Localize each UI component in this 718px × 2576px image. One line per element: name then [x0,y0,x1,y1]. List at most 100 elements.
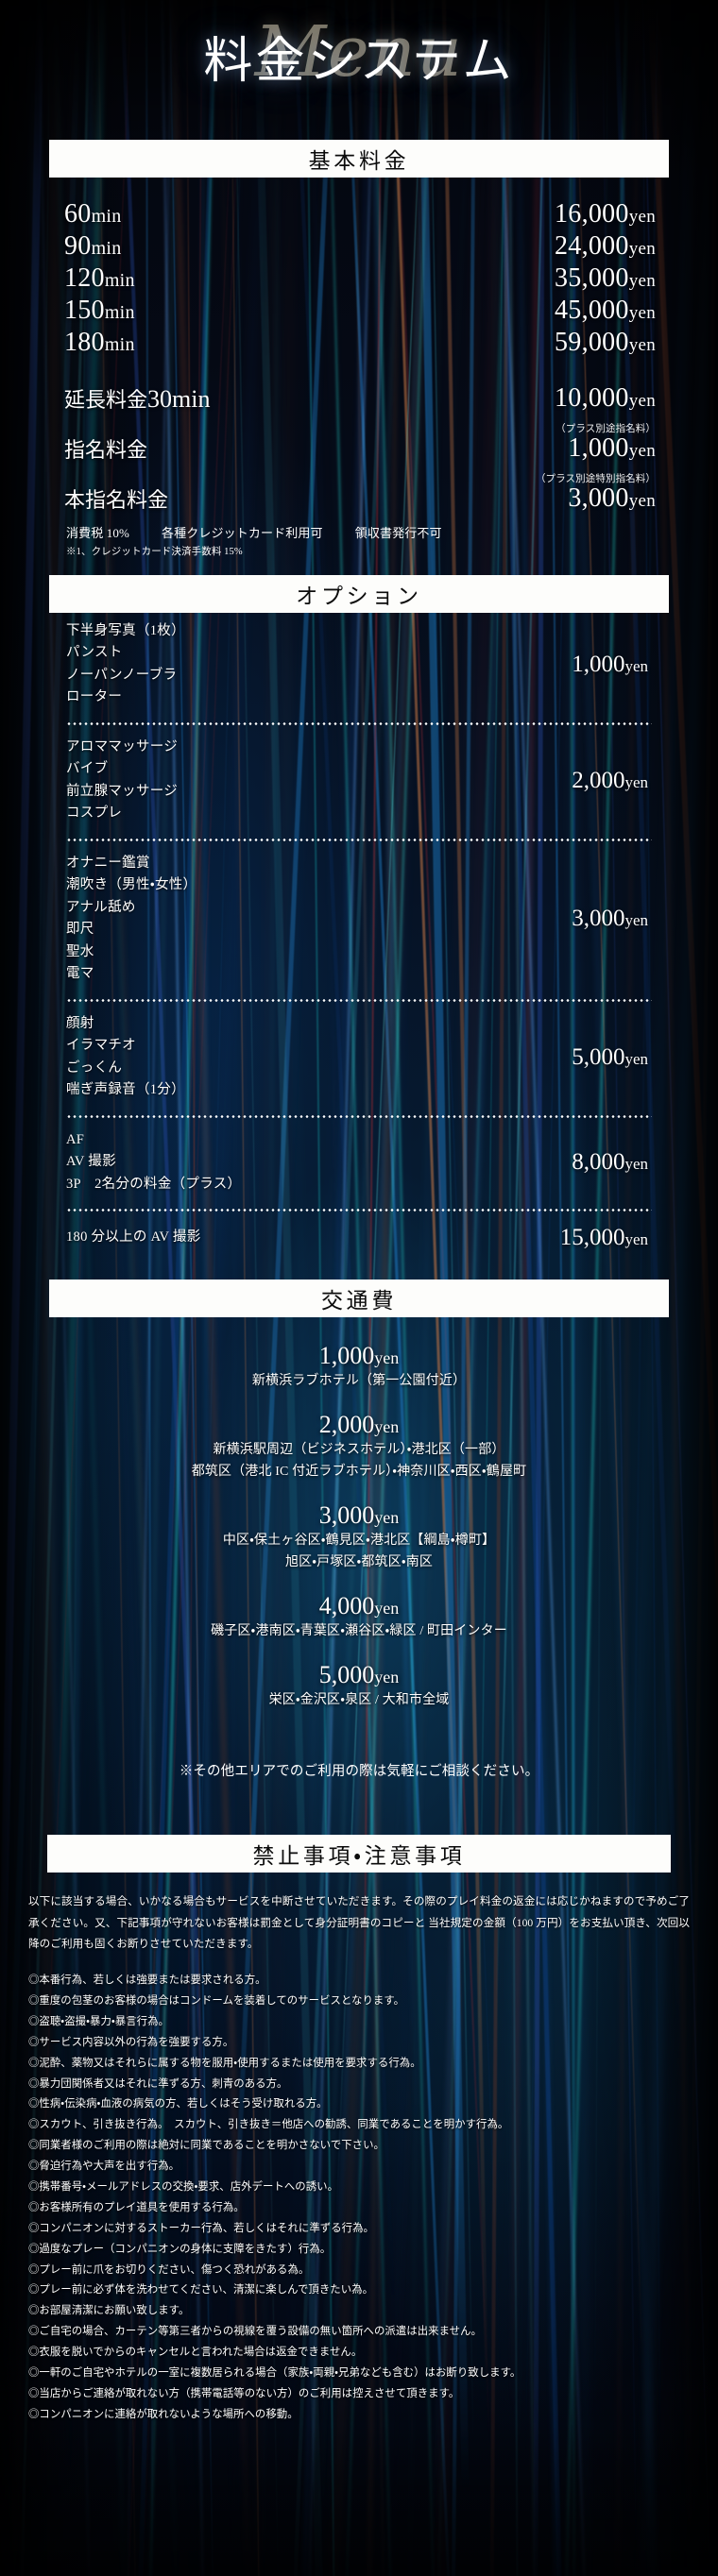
option-item: 顔射 [66,1015,94,1031]
transport-tier: 1,000yen 新横浜ラブホテル（第一公園付近） [38,1342,680,1392]
course-row: 60min 16,000yen [57,198,661,230]
option-item: ごっくん [66,1059,123,1076]
rule-item: ◎ご自宅の場合、カーテン等第三者からの視線を覆う設備の無い箇所への派遣は出来ませ… [28,2326,482,2338]
option-item: コスプレ [66,805,123,822]
option-item: AV 撮影 [66,1154,116,1170]
option-item: 即尺 [66,922,94,938]
fee-label: 本指名料金 [64,488,169,512]
transport-area: 旭区・戸塚区・都筑区・南区 [284,1555,434,1570]
rule-item: ◎暴力団関係者又はそれに準ずる方、刺青のある方。 [28,2077,288,2090]
fee-note: （プラス別途特別指名料） [535,474,656,484]
course-row: 180min 59,000yen [57,327,661,359]
rule-item: ◎プレー前に爪をお切りください、傷つく恐れがある為。 [28,2263,310,2276]
rules-section: 以下に該当する場合、いかなる場合もサービスを中断させていただきます。その際のプレ… [0,1873,718,2463]
option-item: 前立腺マッサージ [66,783,179,799]
option-item-list: AF AV 撮影 3P 2名分の料金（プラス） [66,1129,572,1195]
legal-note-item: 消費税 10% [66,526,129,540]
rule-item: ◎コンパニオンに連絡が取れないような場所への移動。 [28,2408,299,2420]
fee-price-block: （プラス別途指名料） 1,000yen [556,421,656,464]
transport-note: ※その他エリアでのご利用の際は気軽にご相談ください。 [179,1764,539,1780]
course-duration: 60min [64,199,122,229]
section-band-base-price: 基本料金 [49,140,669,178]
option-item: オナニー鑑賞 [66,855,150,871]
fee-price: 1,000yen [568,433,656,463]
course-price-list: 60min 16,000yen 90min 24,000yen 120min 3… [57,198,661,359]
course-price: 16,000yen [555,199,656,229]
fee-row: 本指名料金 （プラス別途特別指名料） 3,000yen [57,471,661,514]
option-item: パンスト [66,645,123,661]
options-section: 下半身写真（1枚） パンストノーパンノーブラ ローター 1,000yen アロママッ… [0,613,718,1259]
transport-area: 新横浜駅周辺（ビジネスホテル）・港北区（一部） [213,1443,505,1458]
fee-row: 指名料金 （プラス別途指名料） 1,000yen [57,421,661,464]
rule-items: ◎本番行為、若しくは強要または要求される方。 ◎重度の包茎のお客様の場合はコンドー… [25,1956,693,2426]
option-item: 聖水 [66,943,94,959]
rule-item: ◎脅迫行為や大声を出す行為。 [28,2161,180,2173]
option-item: バイブ [66,761,109,777]
rule-item: ◎プレー前に必ず体を洗わせてください、清潔に楽しんで頂きたい為。 [28,2284,374,2296]
rule-item: ◎スカウト、引き抜き行為。 スカウト、引き抜き＝他店への勧誘、同業であることを明… [28,2119,509,2131]
rule-item: ◎お客様所有のプレイ道具を使用する行為。 [28,2201,245,2213]
transport-price: 4,000yen [318,1592,400,1620]
legal-note-row: 消費税 10% 各種クレジットカード利用可 領収書発行不可 [57,514,661,541]
option-item-list: アロママッサージ バイブ前立腺マッサージ コスプレ [66,737,572,825]
course-duration: 180min [64,328,135,357]
course-price: 24,000yen [555,231,656,261]
fee-note: （プラス別途指名料） [556,424,656,434]
option-price: 3,000yen [572,906,648,932]
transport-tier-list: 1,000yen 新横浜ラブホテル（第一公園付近） 2,000yen 新横浜駅周… [0,1317,718,1739]
legal-note-item: 各種クレジットカード利用可 [162,526,323,540]
transport-tier: 5,000yen 栄区・金沢区・泉区 / 大和市全域 [38,1661,680,1711]
transport-price: 5,000yen [318,1661,400,1689]
page-title: 料金システム [203,35,515,89]
option-item: 下半身写真（1枚） [66,623,185,638]
transport-tier: 2,000yen 新横浜駅周辺（ビジネスホテル）・港北区（一部） 都筑区（港北 I… [38,1411,680,1483]
option-separator [66,1114,652,1118]
option-item-list: オナニー鑑賞 潮吹き（男性・女性） アナル舐め 即尺 聖水 電マ [66,853,572,986]
transport-tier: 4,000yen 磯子区・港南区・青葉区・瀬谷区・緑区 / 町田インター [38,1592,680,1642]
option-item: ノーパンノーブラ [66,667,178,683]
rules-intro-text: 以下に該当する場合、いかなる場合もサービスを中断させていただきます。その際のプレ… [28,1895,690,1951]
rule-item: ◎当店からご連絡が取れない方（携帯電話等のない方）のご利用は控えさせて頂きます。 [28,2387,460,2399]
option-separator [66,838,652,841]
option-price: 1,000yen [572,651,648,677]
course-duration: 150min [64,296,135,325]
section-band-rules: 禁止事項・注意事項 [47,1835,671,1873]
transport-tier: 3,000yen 中区・保土ヶ谷区・鶴見区・港北区【綱島・樽町】 旭区・戸塚区・都… [38,1501,680,1573]
option-item-list: 下半身写真（1枚） パンストノーパンノーブラ ローター [66,620,572,709]
fee-label: 指名料金 [64,438,148,462]
option-item: 潮吹き（男性・女性） [66,877,197,893]
option-item: アナル舐め [66,899,136,915]
course-row: 150min 45,000yen [57,295,661,327]
rule-item: ◎携帯番号・メールアドレスの交換・要求、店外デートへの誘い。 [28,2180,339,2193]
option-price: 5,000yen [572,1043,648,1070]
option-item: 喘ぎ声録音（1分） [66,1082,185,1098]
rule-item: ◎同業者様のご利用の際は絶対に同業であることを明かさないで下さい。 [28,2140,385,2152]
rule-item: ◎性病・伝染病・血液の病気の方、若しくはそう受け取れる方。 [28,2098,328,2110]
option-item: 3P 2名分の料金（プラス） [66,1176,242,1192]
transport-area: 中区・保土ヶ谷区・鶴見区・港北区【綱島・樽町】 [222,1534,496,1549]
option-item: AF [66,1131,85,1147]
option-group: 下半身写真（1枚） パンストノーパンノーブラ ローター 1,000yen [57,613,661,717]
option-group: オナニー鑑賞 潮吹き（男性・女性） アナル舐め 即尺 聖水 電マ 3,000yen [57,845,661,993]
option-price: 2,000yen [572,767,648,793]
rule-item: ◎一軒のご自宅やホテルの一室に複数居られる場合（家族・両親・兄弟なども含む）はお… [28,2366,521,2379]
rule-item: ◎本番行為、若しくは強要または要求される方。 [28,1974,266,1987]
rule-item: ◎衣服を脱いでからのキャンセルと言われた場合は返金できません。 [28,2347,363,2359]
transport-price: 1,000yen [318,1342,400,1370]
section-band-options: オプション [49,575,669,613]
rule-item: ◎サービス内容以外の行為を強要する方。 [28,2036,234,2048]
option-item: アロママッサージ [66,738,179,754]
rule-item: ◎重度の包茎のお客様の場合はコンドームを装着してのサービスとなります。 [28,1994,405,2007]
option-group: AF AV 撮影 3P 2名分の料金（プラス） 8,000yen [57,1122,661,1203]
rule-item: ◎盗聴・盗撮・暴力・暴言行為。 [28,2015,169,2027]
option-item: 180 分以上の AV 撮影 [66,1229,201,1246]
fee-label: 延長料金30min [64,385,211,413]
option-separator [66,1209,652,1212]
fee-price: 3,000yen [568,483,656,513]
option-group: アロママッサージ バイブ前立腺マッサージ コスプレ 2,000yen [57,729,661,833]
price-system-page: Menu 料金システム 基本料金 60min 16,000yen 90min 2… [0,17,718,2463]
option-group: 180 分以上の AV 撮影 15,000yen [57,1215,661,1259]
base-price-section: 60min 16,000yen 90min 24,000yen 120min 3… [0,198,718,558]
option-item: ローター [66,689,123,705]
transport-price: 3,000yen [318,1501,400,1530]
